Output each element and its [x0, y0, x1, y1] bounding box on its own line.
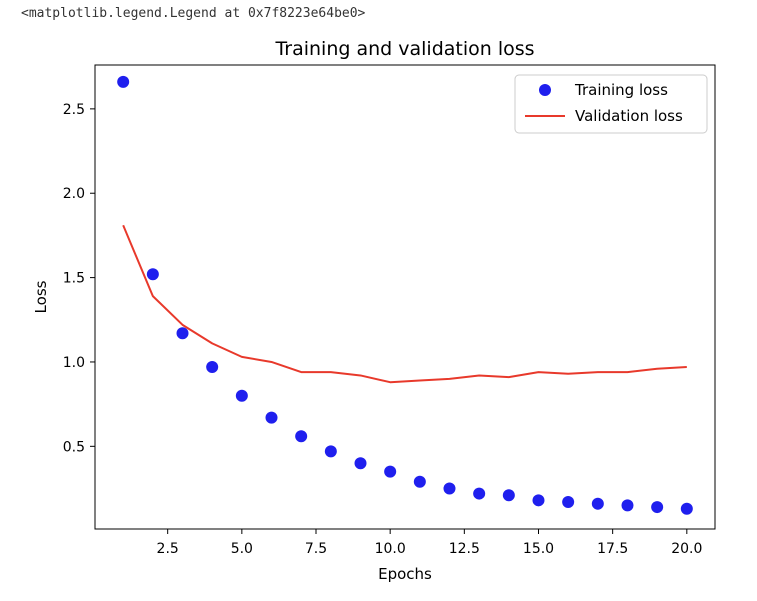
- training-loss-point: [176, 327, 189, 340]
- training-loss-point: [295, 430, 308, 443]
- x-tick-label: 5.0: [231, 541, 253, 557]
- validation-loss-line: [122, 224, 687, 384]
- x-tick-label: 7.5: [305, 541, 327, 557]
- training-loss-point: [354, 457, 367, 470]
- x-tick-label: 15.0: [523, 541, 554, 557]
- x-tick-label: 12.5: [449, 541, 480, 557]
- training-loss-point: [443, 482, 456, 495]
- legend-marker-swatch: [539, 84, 551, 96]
- x-axis-label: Epochs: [378, 565, 432, 583]
- y-tick-label: 2.0: [63, 186, 85, 202]
- training-loss-point: [146, 268, 159, 281]
- y-tick-label: 2.5: [63, 102, 85, 118]
- y-tick-label: 0.5: [63, 439, 85, 455]
- training-loss-point: [591, 497, 604, 510]
- chart-title: Training and validation loss: [274, 38, 534, 60]
- x-tick-label: 17.5: [597, 541, 628, 557]
- training-loss-point: [502, 489, 515, 502]
- x-tick-label: 10.0: [375, 541, 406, 557]
- training-loss-point: [473, 487, 486, 500]
- x-tick-label: 2.5: [157, 541, 179, 557]
- legend-entry-label: Validation loss: [575, 107, 683, 125]
- training-loss-point: [117, 75, 130, 88]
- y-tick-label: 1.5: [63, 271, 85, 287]
- training-loss-point: [651, 501, 664, 514]
- training-loss-point: [562, 496, 575, 509]
- training-loss-point: [324, 445, 337, 458]
- y-tick-label: 1.0: [63, 355, 85, 371]
- plot-frame: [94, 64, 716, 530]
- legend-box: [514, 74, 708, 134]
- cell-output-text: <matplotlib.legend.Legend at 0x7f8223e64…: [21, 6, 366, 21]
- training-loss-point: [413, 475, 426, 488]
- training-loss-point: [532, 494, 545, 507]
- training-loss-point: [265, 411, 278, 424]
- training-loss-point: [206, 361, 219, 374]
- legend-entry-label: Training loss: [574, 81, 668, 99]
- training-loss-point: [384, 465, 397, 478]
- training-loss-point: [235, 389, 248, 402]
- x-tick-label: 20.0: [671, 541, 702, 557]
- training-loss-point: [680, 502, 693, 515]
- y-axis-label: Loss: [32, 280, 50, 313]
- training-loss-point: [621, 499, 634, 512]
